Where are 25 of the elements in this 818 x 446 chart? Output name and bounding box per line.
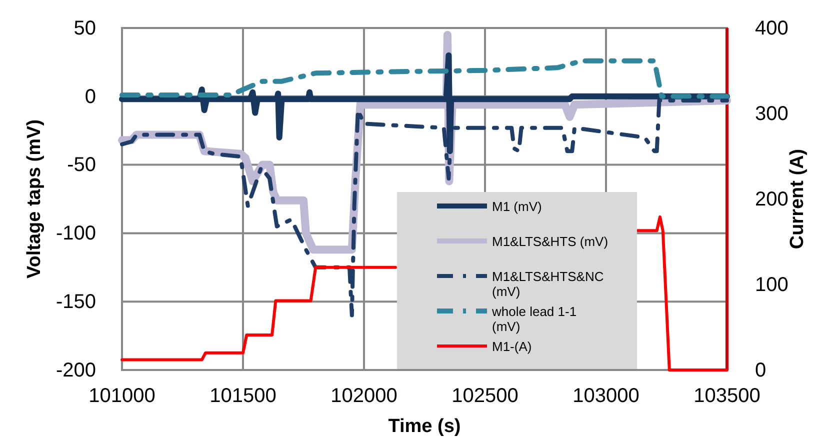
legend-label: M1 (mV) — [492, 199, 542, 214]
x-tick-label: 101000 — [88, 385, 156, 408]
y-tick-label: -50 — [67, 154, 96, 176]
y-tick-label: 50 — [74, 17, 96, 40]
x-tick-label: 103500 — [694, 385, 760, 408]
legend-label: whole lead 1-1 (mV) — [491, 304, 577, 334]
y2-axis-title: Current (A) — [787, 148, 808, 250]
legend-label: M1&LTS&HTS&NC (mV) — [492, 269, 604, 299]
x-tick-label: 102500 — [452, 385, 518, 408]
y2-tick-label: 0 — [755, 359, 766, 382]
x-tick-label: 103000 — [572, 385, 640, 408]
y-tick-label: 0 — [84, 86, 96, 108]
x-tick-label: 102000 — [330, 385, 398, 408]
y2-tick-label: 200 — [755, 188, 788, 210]
legend-label: M1-(A) — [492, 339, 532, 354]
y2-tick-label: 400 — [755, 17, 788, 40]
x-axis-title: Time (s) — [388, 416, 461, 437]
y-tick-label: -150 — [56, 291, 96, 313]
y-tick-label: -100 — [56, 222, 96, 245]
y-axis-title: Voltage taps (mV) — [24, 119, 45, 279]
y-tick-label: -200 — [56, 359, 96, 382]
x-tick-label: 101500 — [210, 385, 276, 408]
legend-label: M1&LTS&HTS (mV) — [492, 234, 608, 249]
y2-tick-label: 300 — [755, 102, 788, 125]
y2-tick-label: 100 — [755, 274, 788, 296]
